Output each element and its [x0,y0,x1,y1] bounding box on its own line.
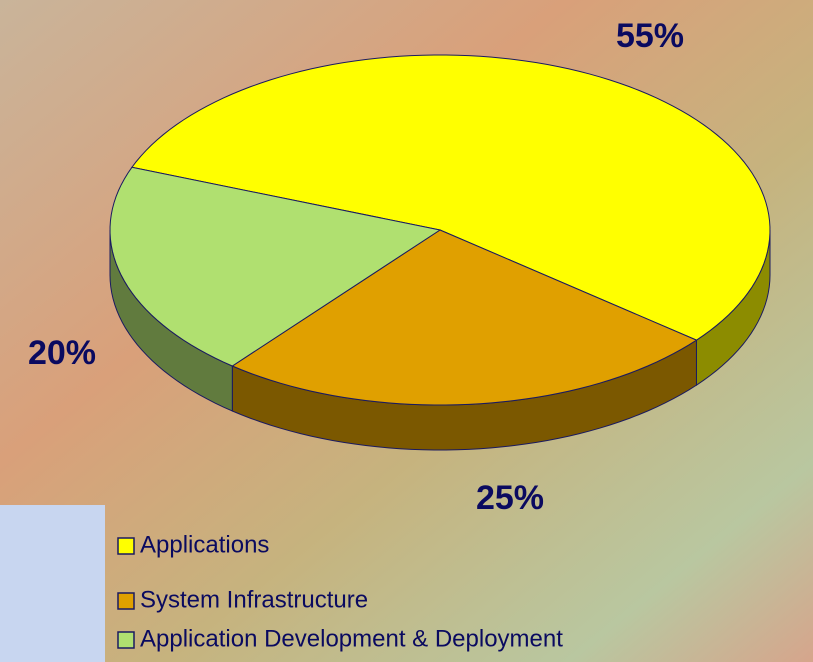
pie-slice [231,229,698,406]
value-label: 25% [476,479,544,517]
legend-swatch [117,592,135,610]
side-panel [0,505,105,662]
legend-swatch [117,537,135,555]
pie-slice [109,166,442,367]
value-label: 55% [616,17,684,55]
labels: 55% 25% 20% Applications System Infrastructu… [28,17,684,652]
pie-slice [131,54,771,341]
value-label: 20% [28,334,96,372]
pie [109,54,771,451]
legend-swatch [117,631,135,649]
legend-label: Applications [140,531,269,558]
legend-label: System Infrastructure [140,586,368,613]
legend-label: Application Development & Deployment [140,625,563,652]
